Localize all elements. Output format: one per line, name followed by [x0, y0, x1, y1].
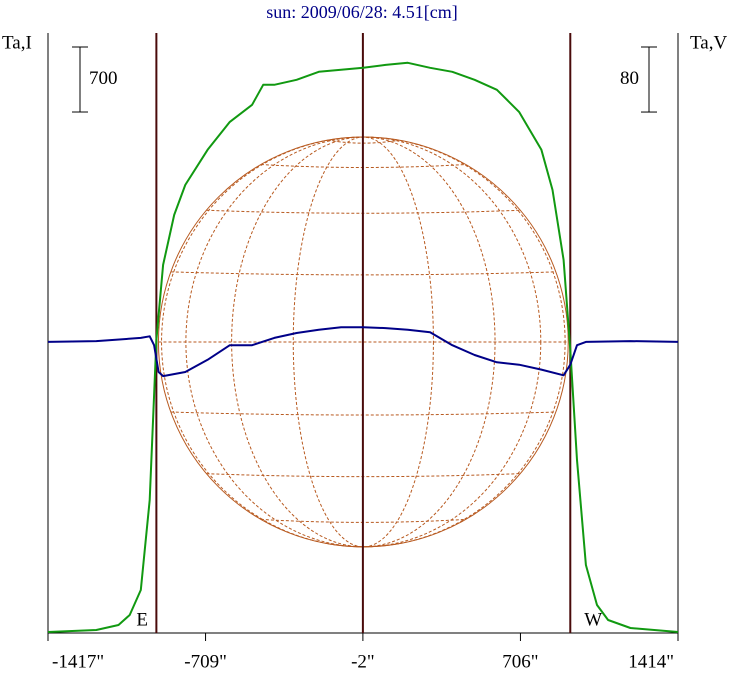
scale-bar-label: 80 [620, 68, 639, 89]
series-line [47, 61, 679, 633]
y-axis-label: Ta,I [2, 32, 32, 53]
x-tick-label: -2" [351, 651, 375, 672]
x-tick-label: 706" [502, 651, 538, 672]
series-line [47, 326, 679, 378]
limb-label-west: W [584, 609, 602, 630]
x-tick-label: -709" [184, 651, 227, 672]
y2-axis-label: Ta,V [690, 32, 727, 53]
x-tick-label: -1417" [52, 651, 104, 672]
limb-label-east: E [136, 609, 148, 630]
scale-bar-label: 700 [89, 68, 118, 89]
chart-title: sun: 2009/06/28: 4.51[cm] [266, 2, 458, 22]
x-tick-label: 1414" [628, 651, 674, 672]
